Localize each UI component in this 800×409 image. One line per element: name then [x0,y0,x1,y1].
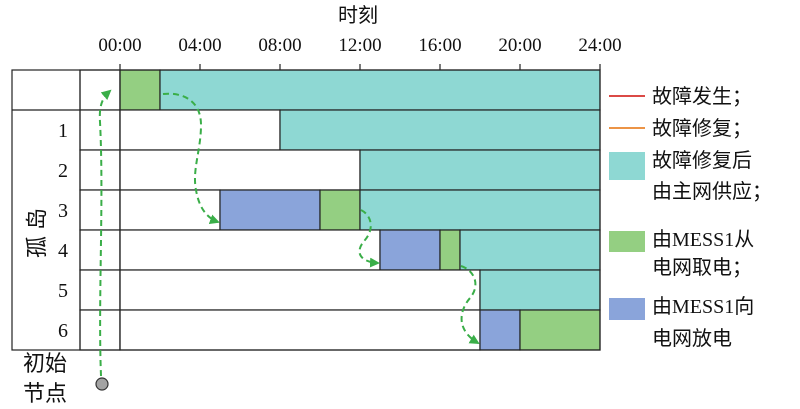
legend-label: 由MESS1向 [652,295,754,318]
segment-row5-1 [479,269,601,311]
x-tick-label: 16:00 [418,35,461,56]
route-arrow-row0-to-row3 [162,92,220,224]
segment-row2-1 [359,149,601,191]
row-labels: 1 2 3 4 5 6 [58,120,68,342]
segment-row0-0 [119,69,161,111]
start-node-label-line1: 初始 [23,351,67,376]
segment-row6-1 [479,309,521,351]
segment-row1-1 [279,109,601,151]
segment-row3-0 [119,189,221,231]
x-tick-label: 24:00 [578,35,621,56]
segment-row6-2 [519,309,601,351]
segment-row0-1 [159,69,601,111]
legend-label: 故障修复； [652,117,752,140]
x-tick-label: 04:00 [178,35,221,56]
segment-row4-3 [459,229,601,271]
segment-row2-0 [119,149,361,191]
row-label: 4 [58,240,68,262]
row-label: 3 [58,200,68,222]
row-2-start-cell [79,149,121,191]
route-arrow-row3-to-row4 [358,209,380,268]
y-axis-title: 孤岛 [25,202,50,258]
x-axis-ticks: 00:00 04:00 08:00 12:00 16:00 20:00 24:00 [98,35,622,70]
x-axis-title: 时刻 [338,4,378,27]
x-tick-label: 20:00 [498,35,541,56]
legend-label: 电网取电； [652,256,752,279]
segment-row3-2 [319,189,361,231]
legend-label: 故障发生； [652,85,752,108]
legend-label: 电网放电 [652,327,732,350]
legend-label: 由主网供应； [652,180,772,203]
start-node-label-line2: 节点 [23,381,67,406]
row-0-start-cell [79,69,121,111]
segment-row4-2 [439,229,461,271]
start-node-marker [95,377,109,391]
segment-row4-0 [119,229,381,271]
segment-row3-3 [359,189,601,231]
route-arrow-row4-to-row6 [460,265,480,345]
chart-segments [79,69,601,351]
mess1-route [95,89,480,391]
x-tick-label: 00:00 [98,35,141,56]
x-tick-label: 08:00 [258,35,301,56]
row-label: 6 [58,320,68,342]
x-tick-label: 12:00 [338,35,381,56]
legend-label: 由MESS1从 [652,228,754,251]
row-label: 5 [58,280,68,302]
row-label: 2 [58,160,68,182]
segment-row4-1 [379,229,441,271]
legend-marker-swatch-2 [609,152,645,180]
segment-row6-0 [119,309,481,351]
segment-row3-1 [219,189,321,231]
legend-label: 故障修复后 [652,149,752,172]
row-3-start-cell [79,189,121,231]
route-arrow-start-to-row0 [98,89,112,377]
legend-marker-swatch-4 [609,298,645,320]
outer-frame [11,69,601,351]
row-label: 1 [58,120,68,142]
segment-row5-0 [119,269,481,311]
legend-marker-swatch-3 [609,231,645,252]
chart-frame [11,69,601,351]
